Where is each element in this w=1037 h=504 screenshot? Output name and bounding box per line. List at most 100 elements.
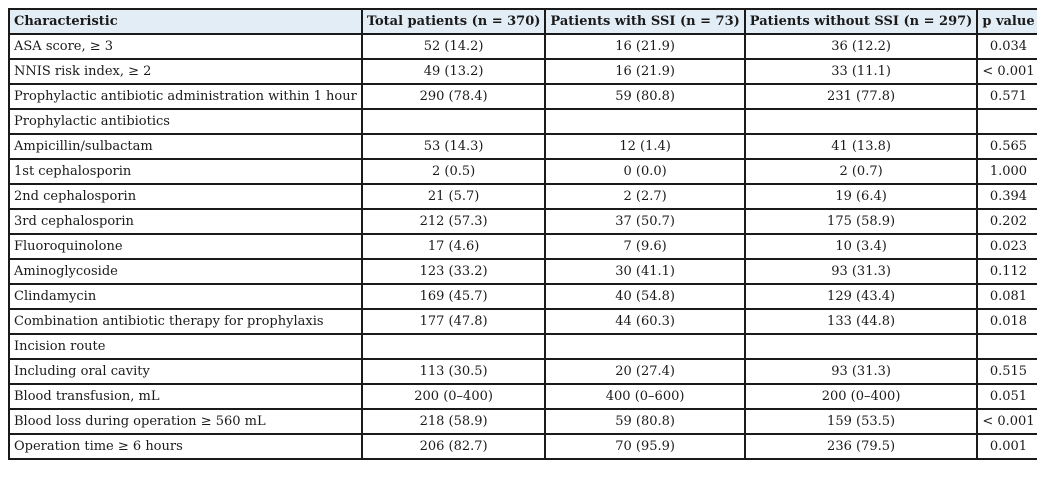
table-body: ASA score, ≥ 3 52 (14.2) 16 (21.9) 36 (12.2… [8,33,1037,460]
p-value-cell: 0.081 [976,283,1037,310]
p-value-cell: 0.515 [976,358,1037,385]
with-ssi-cell [544,333,746,360]
p-value-cell [976,108,1037,135]
with-ssi-cell: 44 (60.3) [544,308,746,335]
header-patients-with-ssi: Patients with SSI (n = 73) [544,8,746,35]
without-ssi-cell: 129 (43.4) [743,283,979,310]
table-row: Fluoroquinolone 17 (4.6) 7 (9.6) 10 (3.4) 0.… [8,233,1037,260]
total-patients-cell: 206 (82.7) [360,433,547,460]
header-patients-without-ssi: Patients without SSI (n = 297) [743,8,979,35]
table-row: Ampicillin/sulbactam 53 (14.3) 12 (1.4) 41 … [8,133,1037,160]
without-ssi-cell: 236 (79.5) [743,433,979,460]
with-ssi-cell: 20 (27.4) [544,358,746,385]
without-ssi-cell [743,108,979,135]
characteristic-cell: NNIS risk index, ≥ 2 [8,58,363,85]
total-patients-cell: 52 (14.2) [360,33,547,60]
without-ssi-cell: 19 (6.4) [743,183,979,210]
with-ssi-cell: 16 (21.9) [544,33,746,60]
without-ssi-cell [743,333,979,360]
total-patients-cell: 21 (5.7) [360,183,547,210]
with-ssi-cell: 400 (0–600) [544,383,746,410]
total-patients-cell: 290 (78.4) [360,83,547,110]
p-value-cell: < 0.001 [976,408,1037,435]
total-patients-cell: 200 (0–400) [360,383,547,410]
total-patients-cell: 123 (33.2) [360,258,547,285]
characteristics-table: Characteristic Total patients (n = 370) … [8,8,1037,460]
without-ssi-cell: 159 (53.5) [743,408,979,435]
with-ssi-cell: 37 (50.7) [544,208,746,235]
table-row: Combination antibiotic therapy for proph… [8,308,1037,335]
with-ssi-cell: 70 (95.9) [544,433,746,460]
without-ssi-cell: 36 (12.2) [743,33,979,60]
header-row: Characteristic Total patients (n = 370) … [8,8,1037,35]
header-p-value: p value [976,8,1037,35]
characteristic-cell: Including oral cavity [8,358,363,385]
p-value-cell [976,333,1037,360]
table-row: NNIS risk index, ≥ 2 49 (13.2) 16 (21.9) 33… [8,58,1037,85]
characteristic-cell: Prophylactic antibiotics [8,108,363,135]
with-ssi-cell: 59 (80.8) [544,408,746,435]
characteristic-cell: Aminoglycoside [8,258,363,285]
without-ssi-cell: 2 (0.7) [743,158,979,185]
table-row: Operation time ≥ 6 hours 206 (82.7) 70 (95… [8,433,1037,460]
without-ssi-cell: 10 (3.4) [743,233,979,260]
without-ssi-cell: 200 (0–400) [743,383,979,410]
characteristic-cell: ASA score, ≥ 3 [8,33,363,60]
without-ssi-cell: 93 (31.3) [743,358,979,385]
total-patients-cell: 169 (45.7) [360,283,547,310]
without-ssi-cell: 231 (77.8) [743,83,979,110]
characteristic-cell: Combination antibiotic therapy for proph… [8,308,363,335]
total-patients-cell: 218 (58.9) [360,408,547,435]
total-patients-cell: 53 (14.3) [360,133,547,160]
total-patients-cell: 17 (4.6) [360,233,547,260]
with-ssi-cell [544,108,746,135]
with-ssi-cell: 12 (1.4) [544,133,746,160]
table-row: ASA score, ≥ 3 52 (14.2) 16 (21.9) 36 (12.2… [8,33,1037,60]
p-value-cell: 0.112 [976,258,1037,285]
with-ssi-cell: 7 (9.6) [544,233,746,260]
header-total-patients: Total patients (n = 370) [360,8,547,35]
characteristic-cell: Prophylactic antibiotic administration w… [8,83,363,110]
header-characteristic: Characteristic [8,8,363,35]
total-patients-cell [360,333,547,360]
table-row: Incision route [8,333,1037,360]
p-value-cell: < 0.001 [976,58,1037,85]
with-ssi-cell: 30 (41.1) [544,258,746,285]
p-value-cell: 1.000 [976,158,1037,185]
table-row: Aminoglycoside 123 (33.2) 30 (41.1) 93 (31.… [8,258,1037,285]
p-value-cell: 0.565 [976,133,1037,160]
total-patients-cell: 212 (57.3) [360,208,547,235]
p-value-cell: 0.051 [976,383,1037,410]
table-row: 1st cephalosporin 2 (0.5) 0 (0.0) 2 (0.7) 1.… [8,158,1037,185]
table-row: Prophylactic antibiotic administration w… [8,83,1037,110]
with-ssi-cell: 0 (0.0) [544,158,746,185]
characteristic-cell: 2nd cephalosporin [8,183,363,210]
p-value-cell: 0.202 [976,208,1037,235]
characteristic-cell: Operation time ≥ 6 hours [8,433,363,460]
total-patients-cell [360,108,547,135]
characteristic-cell: 3rd cephalosporin [8,208,363,235]
table-row: Blood transfusion, mL 200 (0–400) 400 (0–6… [8,383,1037,410]
total-patients-cell: 113 (30.5) [360,358,547,385]
characteristic-cell: Blood transfusion, mL [8,383,363,410]
without-ssi-cell: 41 (13.8) [743,133,979,160]
table-row: 2nd cephalosporin 21 (5.7) 2 (2.7) 19 (6.4)… [8,183,1037,210]
characteristic-cell: Blood loss during operation ≥ 560 mL [8,408,363,435]
table-row: 3rd cephalosporin 212 (57.3) 37 (50.7) 175 … [8,208,1037,235]
total-patients-cell: 49 (13.2) [360,58,547,85]
table-row: Blood loss during operation ≥ 560 mL 218 … [8,408,1037,435]
without-ssi-cell: 33 (11.1) [743,58,979,85]
p-value-cell: 0.571 [976,83,1037,110]
without-ssi-cell: 133 (44.8) [743,308,979,335]
with-ssi-cell: 59 (80.8) [544,83,746,110]
total-patients-cell: 2 (0.5) [360,158,547,185]
with-ssi-cell: 40 (54.8) [544,283,746,310]
with-ssi-cell: 2 (2.7) [544,183,746,210]
table-container: Characteristic Total patients (n = 370) … [8,8,1037,460]
without-ssi-cell: 93 (31.3) [743,258,979,285]
p-value-cell: 0.034 [976,33,1037,60]
table-row: Prophylactic antibiotics [8,108,1037,135]
total-patients-cell: 177 (47.8) [360,308,547,335]
without-ssi-cell: 175 (58.9) [743,208,979,235]
table-row: Clindamycin 169 (45.7) 40 (54.8) 129 (43.4)… [8,283,1037,310]
